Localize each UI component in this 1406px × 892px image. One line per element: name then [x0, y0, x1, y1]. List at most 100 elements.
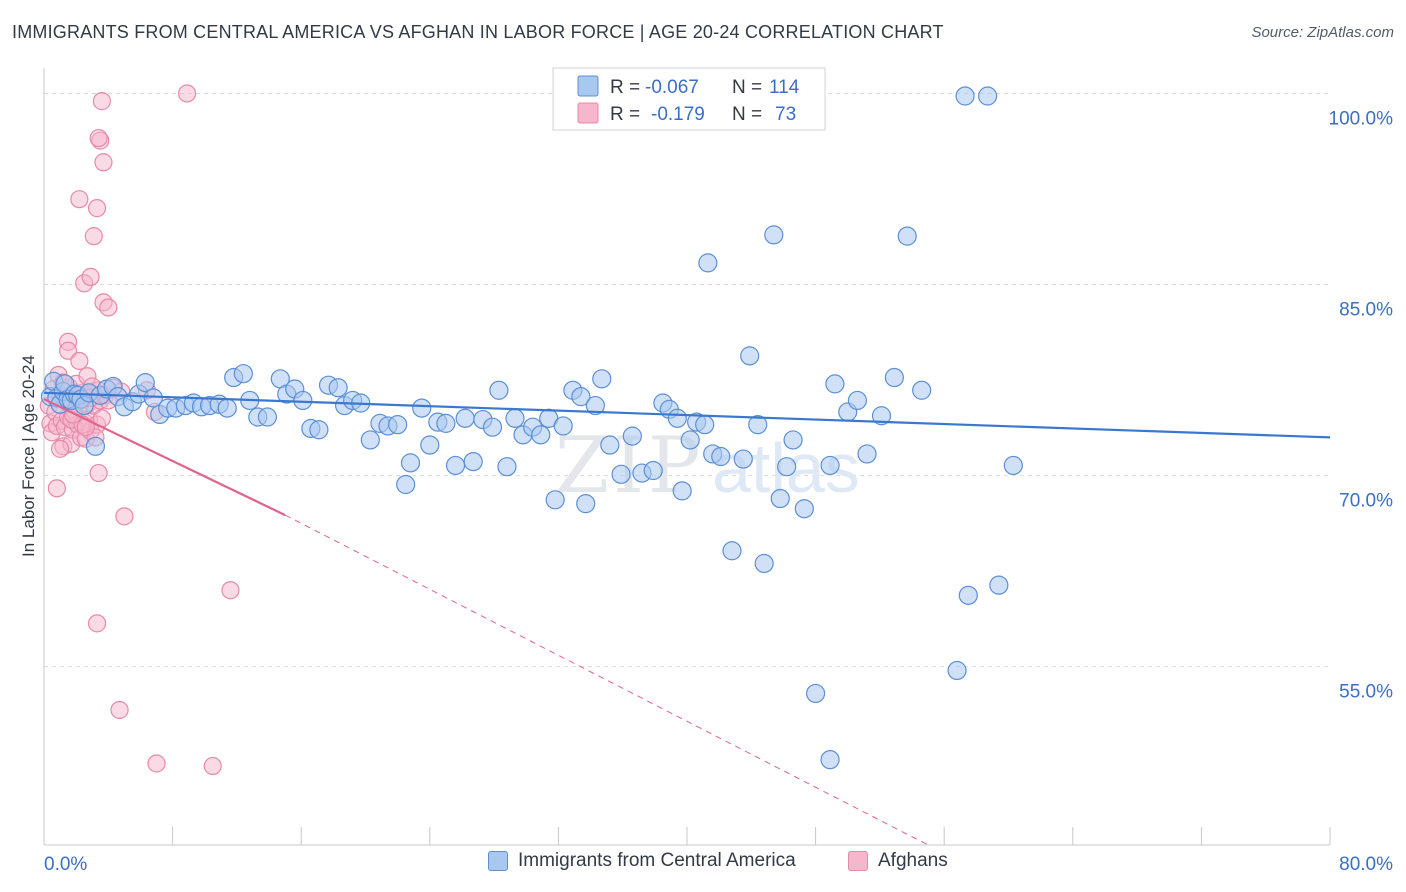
stats-legend-r-label: R = [610, 104, 640, 125]
legend-label-afghans: Afghans [878, 850, 948, 871]
legend-item-central-america: Immigrants from Central America [488, 850, 796, 872]
afghan-point [47, 479, 66, 498]
central-america-point [857, 444, 877, 464]
central-america-point [897, 226, 917, 246]
afghan-trend-line-extension [284, 514, 929, 846]
afghan-point [70, 351, 89, 371]
stats-legend-r-label: R = [610, 77, 640, 98]
central-america-point [820, 455, 840, 476]
central-america-point [820, 750, 840, 770]
central-america-point [497, 457, 517, 477]
afghan-point [92, 92, 111, 111]
afghan-point [50, 439, 70, 458]
series-legend: Immigrants from Central America Afghans [0, 850, 1406, 880]
afghan-point [89, 463, 108, 483]
central-america-point [545, 490, 565, 510]
afghan-point [81, 267, 100, 286]
afghan-point [87, 199, 107, 218]
central-america-point [482, 417, 503, 437]
axis-labels: 100.0% 85.0% 70.0% 55.0% 0.0% 80.0% [44, 108, 1393, 875]
central-america-point [680, 430, 700, 450]
y-tick-label: 70.0% [1339, 491, 1393, 512]
central-america-point [711, 446, 731, 467]
central-america-point [217, 398, 237, 418]
central-america-point [847, 390, 867, 411]
central-america-point [489, 380, 509, 400]
x-tick-label: 80.0% [1339, 854, 1393, 875]
central-america-point [600, 435, 620, 455]
central-america-point [754, 553, 774, 574]
central-america-point [400, 453, 421, 473]
stats-legend-n-value: 73 [775, 104, 796, 125]
central-america-point [770, 488, 790, 509]
central-america-point [328, 378, 348, 398]
central-america-point [643, 460, 663, 481]
central-america-point [436, 413, 456, 433]
legend-label-central-america: Immigrants from Central America [518, 850, 796, 871]
central-america-point [505, 408, 525, 428]
y-axis-label: In Labor Force | Age 20-24 [19, 355, 38, 557]
afghan-point [115, 507, 134, 526]
central-america-point [360, 430, 380, 450]
central-america-point [611, 464, 631, 484]
afghans-points [39, 84, 240, 776]
y-tick-label: 55.0% [1339, 682, 1393, 703]
afghan-point [59, 341, 78, 360]
stats-legend-n-label: N = [732, 104, 762, 125]
central-america-point [412, 398, 432, 418]
central-america-point [958, 585, 978, 605]
central-america-point [85, 436, 106, 456]
axes [43, 68, 1331, 846]
central-america-point [667, 408, 687, 428]
central-america-point [445, 455, 466, 476]
stats-legend-r-value: -0.179 [651, 104, 705, 125]
central-america-point [1003, 455, 1023, 476]
afghan-point [147, 754, 166, 773]
stats-legend-n-label: N = [732, 77, 762, 98]
central-america-point [794, 499, 814, 519]
central-america-point [592, 369, 612, 389]
legend-swatch-afghans [848, 851, 868, 871]
stats-legend: R = -0.067 N = 114 R = -0.179 N = 73 [552, 67, 826, 131]
central-america-point [257, 407, 278, 427]
central-america-point [571, 387, 591, 407]
afghan-point [177, 84, 197, 103]
afghan-point [99, 298, 118, 317]
central-america-point [672, 481, 692, 501]
central-america-point [733, 449, 753, 469]
afghan-point [110, 700, 129, 720]
stats-legend-r-value: -0.067 [645, 77, 699, 98]
central-america-point [748, 415, 768, 435]
stats-legend-swatch-blue [577, 75, 599, 97]
y-tick-label: 100.0% [1329, 108, 1394, 129]
source-attribution: Source: ZipAtlas.com [1251, 24, 1394, 41]
legend-item-afghans: Afghans [848, 850, 948, 872]
afghan-point [70, 190, 89, 209]
central-america-point [135, 373, 155, 393]
central-america-point [978, 86, 998, 106]
central-america-trend-line [43, 391, 1331, 439]
central-america-point [695, 415, 715, 435]
central-america-point [722, 541, 742, 561]
trend-lines [43, 391, 1331, 846]
central-america-point [777, 457, 797, 477]
central-america-point [805, 683, 826, 704]
afghan-point [89, 128, 108, 148]
x-tick-label: 0.0% [44, 854, 87, 875]
central-america-point [531, 425, 551, 445]
central-america-point [871, 406, 892, 426]
central-america-point [455, 408, 475, 428]
central-america-point [764, 225, 784, 245]
stats-legend-n-value: 114 [769, 77, 800, 98]
stats-legend-swatch-pink [577, 102, 599, 124]
central-america-point [740, 346, 760, 366]
central-america-point [825, 374, 845, 394]
central-america-point [576, 494, 596, 514]
afghan-point [221, 581, 240, 600]
central-america-point [698, 253, 718, 273]
central-america-point [309, 420, 329, 440]
afghan-point [203, 756, 222, 776]
central-america-point [553, 416, 573, 436]
central-america-point [293, 390, 313, 411]
